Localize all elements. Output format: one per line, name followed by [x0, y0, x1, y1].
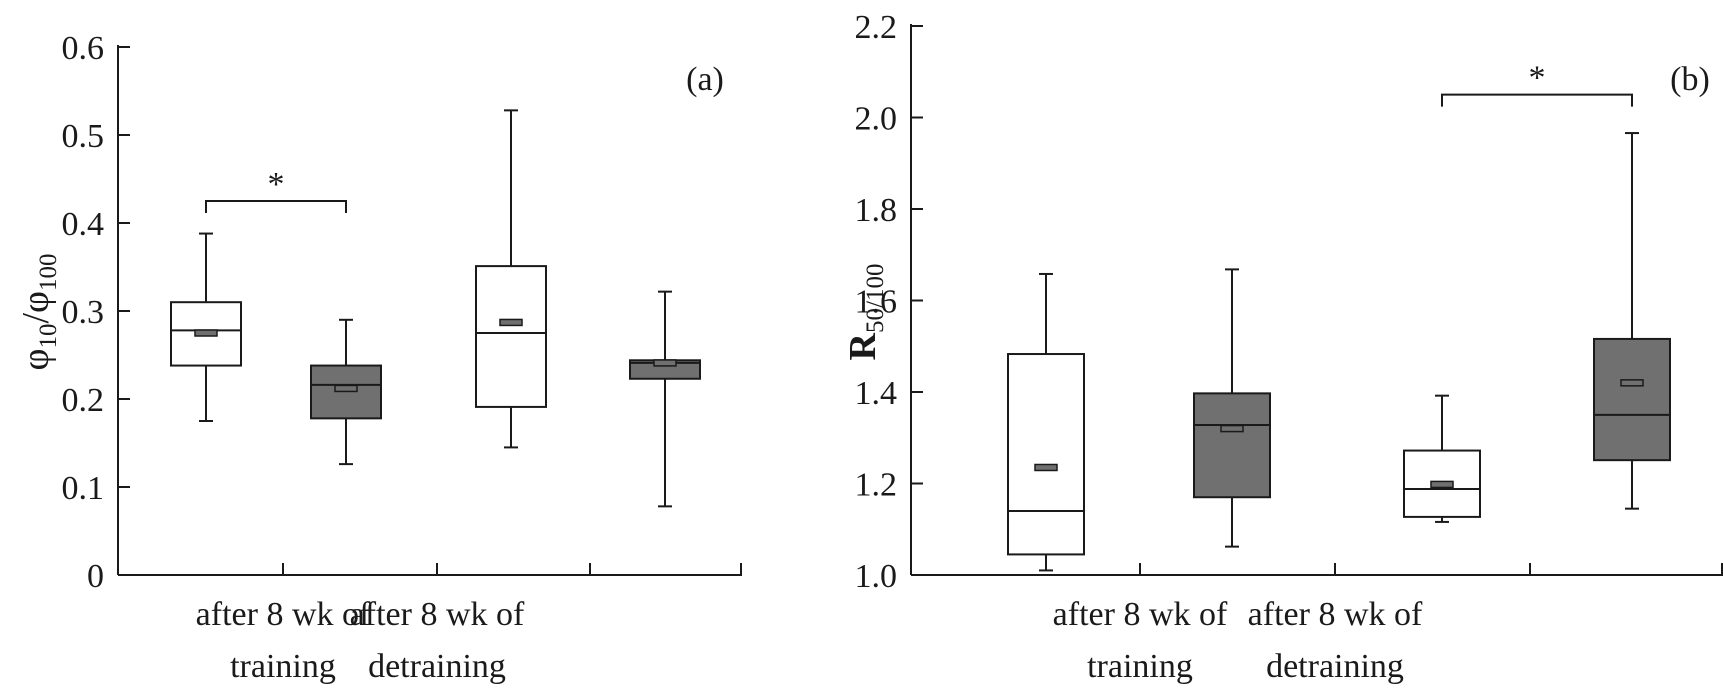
y-axis-label: φ10/φ100 — [15, 254, 62, 371]
box-plot — [1007, 272, 1085, 572]
mean-marker — [334, 384, 358, 393]
box-iqr — [475, 265, 547, 408]
box-iqr — [1193, 392, 1271, 499]
x-category-label-line2: detraining — [1266, 648, 1404, 685]
y-tick-label: 0 — [87, 558, 104, 595]
panel-label: (a) — [686, 61, 724, 98]
mean-marker — [653, 359, 677, 367]
significance-star: * — [1529, 60, 1546, 97]
x-category-label-line1: after 8 wk of — [196, 596, 371, 633]
panel-label: (b) — [1670, 61, 1710, 98]
mean-marker — [499, 318, 523, 327]
mean-marker — [194, 329, 218, 337]
significance-bracket — [205, 200, 347, 213]
y-tick-label: 0.3 — [62, 294, 105, 331]
y-tick-label: 2.0 — [855, 101, 898, 138]
x-category-label-line2: training — [1087, 648, 1193, 685]
box-iqr — [1593, 337, 1671, 462]
box-iqr — [1007, 353, 1085, 556]
significance-bracket — [1441, 93, 1633, 107]
x-category-label-line1: after 8 wk of — [350, 596, 525, 633]
y-tick-label: 0.5 — [62, 118, 105, 155]
y-tick-label: 0.4 — [62, 206, 105, 243]
significance-star: * — [268, 166, 285, 203]
y-tick-label: 1.6 — [855, 284, 898, 321]
y-tick-label: 1.0 — [855, 558, 898, 595]
x-category-label-line2: training — [230, 648, 336, 685]
mean-marker — [1620, 379, 1644, 387]
panel-a: 0 0.1 0.2 0.3 0.4 0.5 0.6 after 8 wk of training… — [15, 30, 742, 685]
x-category-label-line2: detraining — [368, 648, 506, 685]
box-plot — [1193, 268, 1271, 548]
x-category-label-line1: after 8 wk of — [1248, 596, 1423, 633]
y-tick-label: 2.2 — [855, 9, 898, 46]
mean-marker — [1430, 480, 1454, 489]
y-tick-label: 1.8 — [855, 192, 898, 229]
box-plot — [170, 232, 242, 422]
box-plot — [310, 318, 382, 466]
mean-marker — [1034, 463, 1058, 472]
box-plot — [475, 109, 547, 449]
panel-b: 1.0 1.2 1.4 1.6 1.8 2.0 2.2 after 8 wk of traini… — [842, 9, 1723, 685]
y-axis-label: R50/100 — [842, 264, 889, 361]
box-iqr — [170, 301, 242, 367]
box-plot — [629, 290, 701, 508]
y-tick-label: 0.1 — [62, 470, 105, 507]
y-tick-label: 1.2 — [855, 467, 898, 504]
y-tick-label: 1.4 — [855, 375, 898, 412]
x-category-label-line1: after 8 wk of — [1053, 596, 1228, 633]
box-plot — [1593, 132, 1671, 510]
y-tick-label: 0.2 — [62, 382, 105, 419]
mean-marker — [1220, 424, 1244, 433]
y-tick-label: 0.6 — [62, 30, 105, 67]
box-iqr — [310, 364, 382, 420]
box-plot — [1403, 394, 1481, 523]
